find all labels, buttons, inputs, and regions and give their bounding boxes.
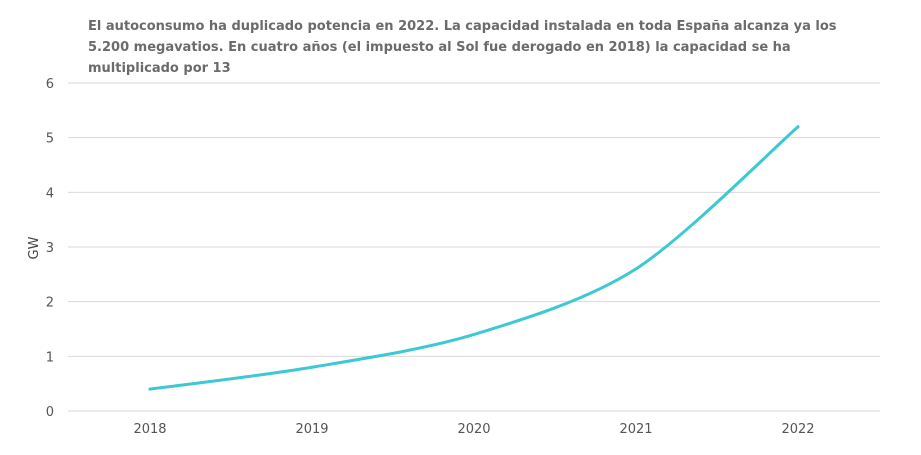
y-tick-label: 3	[46, 241, 54, 256]
x-tick-label: 2021	[619, 422, 652, 437]
data-point-2018	[148, 387, 152, 391]
x-tick-label: 2019	[295, 422, 328, 437]
y-tick-label: 4	[46, 186, 54, 201]
y-tick-label: 2	[46, 296, 54, 311]
data-point-2021	[634, 267, 638, 271]
series-layer	[148, 125, 800, 391]
chart-title: El autoconsumo ha duplicado potencia en …	[88, 19, 837, 76]
data-point-2019	[310, 365, 314, 369]
data-point-2022	[796, 125, 800, 129]
y-tick-label: 0	[46, 405, 54, 420]
series-line	[148, 125, 800, 391]
x-tick-label: 2022	[781, 422, 814, 437]
x-axis-ticks: 2018 2019 2020 2021 2022	[133, 422, 814, 437]
y-tick-label: 6	[46, 77, 54, 92]
gridlines	[68, 82, 880, 412]
x-tick-label: 2018	[133, 422, 166, 437]
y-tick-label: 1	[46, 350, 54, 365]
y-axis-title: GW	[27, 236, 42, 259]
y-tick-label: 5	[46, 132, 54, 147]
data-point-2020	[472, 332, 476, 336]
x-tick-label: 2020	[457, 422, 490, 437]
y-axis-ticks: 0 1 2 3 4 5 6	[46, 77, 54, 420]
